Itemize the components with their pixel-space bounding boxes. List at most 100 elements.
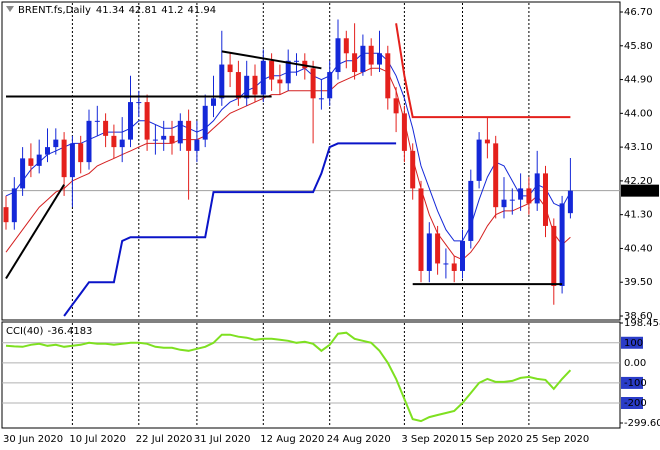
x-tick-label: 10 Jul 2020	[69, 434, 126, 445]
candle-body	[269, 60, 275, 80]
y-tick-label: 43.10	[624, 142, 653, 153]
candle-body	[318, 98, 324, 100]
y-tick-label: 41.30	[624, 210, 653, 221]
x-tick-label: 22 Jul 2020	[136, 434, 193, 445]
candle-body	[94, 120, 100, 122]
y-tick-label: -200	[624, 398, 647, 409]
candle-body	[551, 225, 557, 286]
y-tick-label: 0.00	[624, 358, 646, 369]
candle-body	[410, 150, 416, 189]
x-tick-label: 31 Jul 2020	[194, 434, 251, 445]
candle-body	[202, 105, 208, 140]
main-frame	[1, 1, 621, 321]
candle-body	[352, 53, 358, 73]
ohlc-low: 41.2	[161, 5, 183, 16]
y-tick-label: 39.50	[624, 277, 653, 288]
candle-body	[219, 64, 225, 99]
candle-body	[310, 68, 316, 99]
cci-frame	[1, 321, 621, 429]
candle-body	[111, 135, 117, 148]
candle-body	[3, 207, 9, 223]
candle-body	[11, 188, 17, 223]
candle-body	[144, 102, 150, 140]
y-tick-label: -100	[624, 378, 647, 389]
current-price-label: 41.94	[624, 186, 653, 197]
candle-body	[119, 139, 125, 148]
candle-body	[443, 263, 449, 265]
ohlc-open: 41.34	[96, 5, 125, 16]
candle-body	[343, 38, 349, 54]
trendline	[5, 184, 65, 279]
candle-body	[128, 102, 133, 140]
candle-body	[460, 240, 465, 271]
candle-body	[103, 120, 109, 136]
candle-body	[501, 199, 507, 208]
candle-body	[169, 135, 175, 144]
indicator-line	[395, 23, 571, 119]
candle-body	[559, 203, 565, 286]
candle-body	[368, 45, 374, 65]
x-tick-label: 24 Aug 2020	[327, 434, 391, 445]
x-tick-label: 12 Aug 2020	[260, 434, 324, 445]
main-header: BRENT.fs,Daily 41.34 42.81 41.2 41.94	[18, 5, 216, 16]
candle-body	[227, 64, 233, 73]
candle-body	[69, 143, 75, 178]
candle-body	[78, 143, 84, 163]
trendline	[221, 50, 322, 70]
candle-body	[518, 188, 524, 200]
symbol-icon	[6, 6, 14, 12]
y-tick-label: 42.20	[624, 176, 653, 187]
cci-last: -36.4183	[47, 326, 92, 337]
level-box	[621, 376, 643, 389]
candle-body	[294, 60, 299, 62]
candle-body	[335, 38, 341, 73]
indicator-line	[63, 142, 397, 317]
candle-body	[285, 60, 291, 84]
y-tick-label: 46.70	[624, 7, 653, 18]
level-box	[621, 336, 643, 349]
candle-body	[45, 147, 50, 155]
ohlc-high: 42.81	[129, 5, 158, 16]
candle-body	[468, 180, 474, 241]
candle-body	[61, 139, 67, 178]
y-tick-label: -299.603	[624, 418, 660, 429]
candle-body	[260, 60, 266, 95]
candle-body	[484, 139, 490, 144]
candle-body	[53, 139, 59, 148]
candle-body	[252, 75, 258, 95]
candle-body	[426, 233, 432, 271]
candle-body	[36, 154, 42, 166]
candle-body	[526, 188, 532, 204]
cci-title: CCI(40)	[6, 326, 44, 337]
y-tick-label: 198.4581	[624, 318, 660, 329]
candle-body	[244, 75, 250, 99]
candle-body	[277, 79, 283, 84]
main-title: BRENT.fs,Daily	[18, 5, 91, 16]
candle-body	[435, 233, 441, 264]
candle-body	[177, 120, 183, 144]
y-tick-label: 38.60	[624, 311, 653, 322]
x-tick-label: 25 Sep 2020	[526, 434, 589, 445]
y-tick-label: 40.40	[624, 243, 653, 254]
candle-body	[194, 139, 200, 151]
candle-body	[86, 120, 92, 163]
candle-body	[161, 135, 167, 140]
indicator-line	[5, 331, 572, 423]
candle-body	[401, 113, 407, 151]
candle-body	[360, 45, 366, 73]
candle-body	[28, 158, 34, 166]
candle-body	[493, 143, 499, 208]
candle-body	[136, 102, 142, 104]
candle-body	[476, 139, 482, 181]
candle-body	[385, 53, 391, 99]
candle-body	[451, 263, 457, 271]
candle-body	[211, 98, 216, 106]
candle-body	[327, 72, 333, 99]
y-tick-label: 45.80	[624, 41, 653, 52]
x-tick-label: 30 Jun 2020	[3, 434, 63, 445]
candle-body	[20, 158, 26, 189]
candle-body	[543, 173, 548, 226]
candle-body	[235, 72, 241, 99]
